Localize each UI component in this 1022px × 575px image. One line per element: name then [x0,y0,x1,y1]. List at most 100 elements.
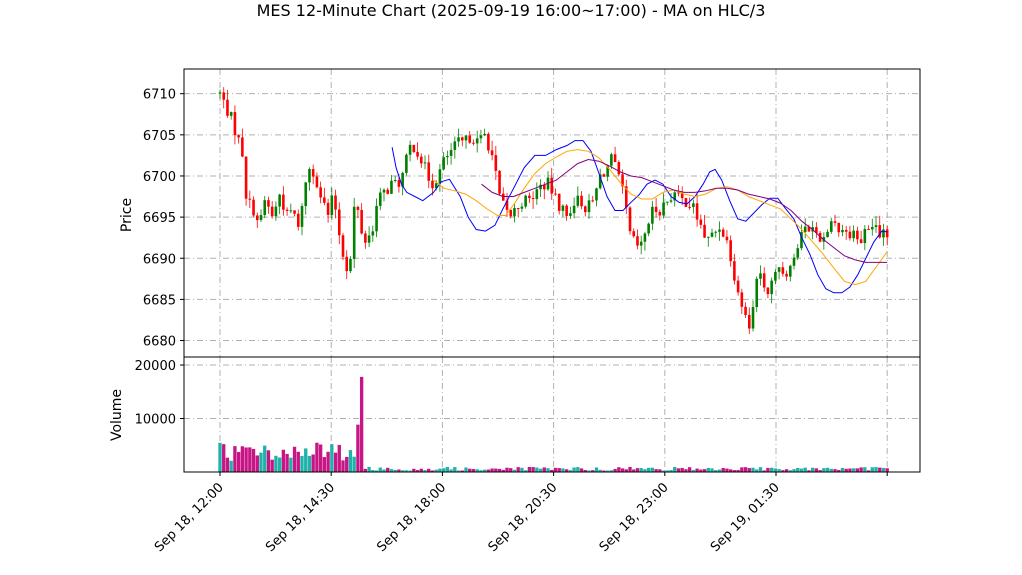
volume-bar [803,467,807,472]
volume-bar [848,468,852,472]
volume-bar [635,468,640,472]
candle-body [665,201,669,203]
candle-body [296,213,300,227]
candle-body [252,199,255,216]
volume-bar [564,469,569,472]
volume-bar [840,468,845,472]
candle-body [591,200,595,202]
volume-bar [296,451,300,472]
candle-body [542,184,546,190]
candle-body [639,241,643,246]
candle-body [617,162,621,175]
candle-body [669,200,673,202]
candle-body [755,278,759,308]
candle-body [516,208,520,210]
volume-bar [453,467,457,472]
candle-body [345,256,349,272]
volume-bar [691,469,696,472]
volume-bar [289,457,293,472]
volume-bar [844,468,848,472]
volume-axis-label: Volume [109,389,125,441]
time-tick-label: Sep 19, 01:30 [708,480,783,555]
candle-body [785,273,788,277]
candle-body [595,188,598,201]
volume-bar [643,469,647,472]
volume-bar [371,470,375,472]
volume-bar [710,468,714,472]
candle-body [766,287,770,295]
volume-bar [408,470,412,472]
volume-bar [822,468,826,472]
volume-bar [427,468,431,472]
candle-body [882,229,885,238]
candle-body [311,169,315,177]
volume-bar [352,456,356,472]
candle-body [759,273,762,279]
volume-bar [576,467,580,472]
candle-body [770,280,773,295]
volume-bar [378,467,382,472]
moving-average-lines [391,140,888,294]
candle-body [833,221,837,223]
candle-body [624,186,628,208]
volume-bar [240,446,245,472]
volume-bar [673,466,677,472]
volume-bar [553,467,558,472]
volume-bars [218,376,889,472]
volume-bar [829,468,833,472]
volume-bar [814,468,819,472]
volume-bar [315,442,319,472]
candle-body [721,229,725,237]
candle-body [457,137,460,142]
price-axis-label: Price [119,198,135,232]
volume-bar [550,469,554,472]
candle-body [386,189,390,194]
volume-bar [263,445,267,472]
volume-bar [359,376,364,472]
volume-bar [736,470,740,472]
candle-body [610,154,613,166]
candle-body [606,165,609,177]
candle-body [587,200,591,213]
volume-bar [438,468,442,472]
volume-bar [456,470,461,472]
candle-body [632,231,636,237]
candle-body [818,232,822,242]
volume-bar [386,467,390,472]
candle-body [352,206,356,259]
candle-body [774,271,777,281]
volume-bar [769,467,774,472]
volume-bar [546,468,550,472]
time-tick-label: Sep 18, 14:30 [263,480,338,555]
volume-bar [389,469,394,472]
volume-bar [479,470,483,472]
volume-bar [356,424,360,472]
volume-bar [222,444,226,472]
volume-bar [591,470,595,472]
candle-body [885,229,889,238]
candle-body [472,142,475,144]
volume-bar [605,470,610,472]
volume-bar [475,469,479,472]
volume-bar [270,459,274,472]
candle-body [680,192,684,199]
candle-body [841,229,844,233]
candle-body [431,180,434,189]
volume-bar [318,444,323,472]
volume-bar [885,468,889,472]
candle-body [330,195,334,215]
candle-body [576,195,580,206]
volume-bar [285,453,289,472]
candle-body [580,195,583,207]
candle-body [464,135,468,141]
candle-body [710,232,714,237]
candle-body [647,223,650,234]
candle-body [777,267,781,272]
volume-bar [527,466,532,472]
candle-body [446,155,449,158]
volume-bar [594,467,599,472]
candle-body [747,314,751,329]
candle-body [423,162,427,164]
volume-bar [333,452,338,472]
volume-bar [236,452,241,472]
